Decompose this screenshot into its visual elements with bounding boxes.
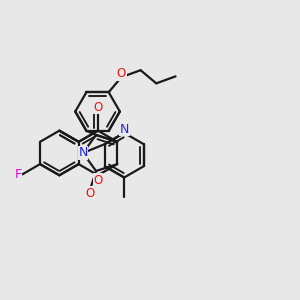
Text: O: O xyxy=(93,101,103,114)
Text: O: O xyxy=(117,67,126,80)
Text: N: N xyxy=(78,146,88,160)
Text: O: O xyxy=(85,187,94,200)
Text: N: N xyxy=(119,122,129,136)
Text: O: O xyxy=(93,173,103,187)
Text: F: F xyxy=(15,168,22,181)
